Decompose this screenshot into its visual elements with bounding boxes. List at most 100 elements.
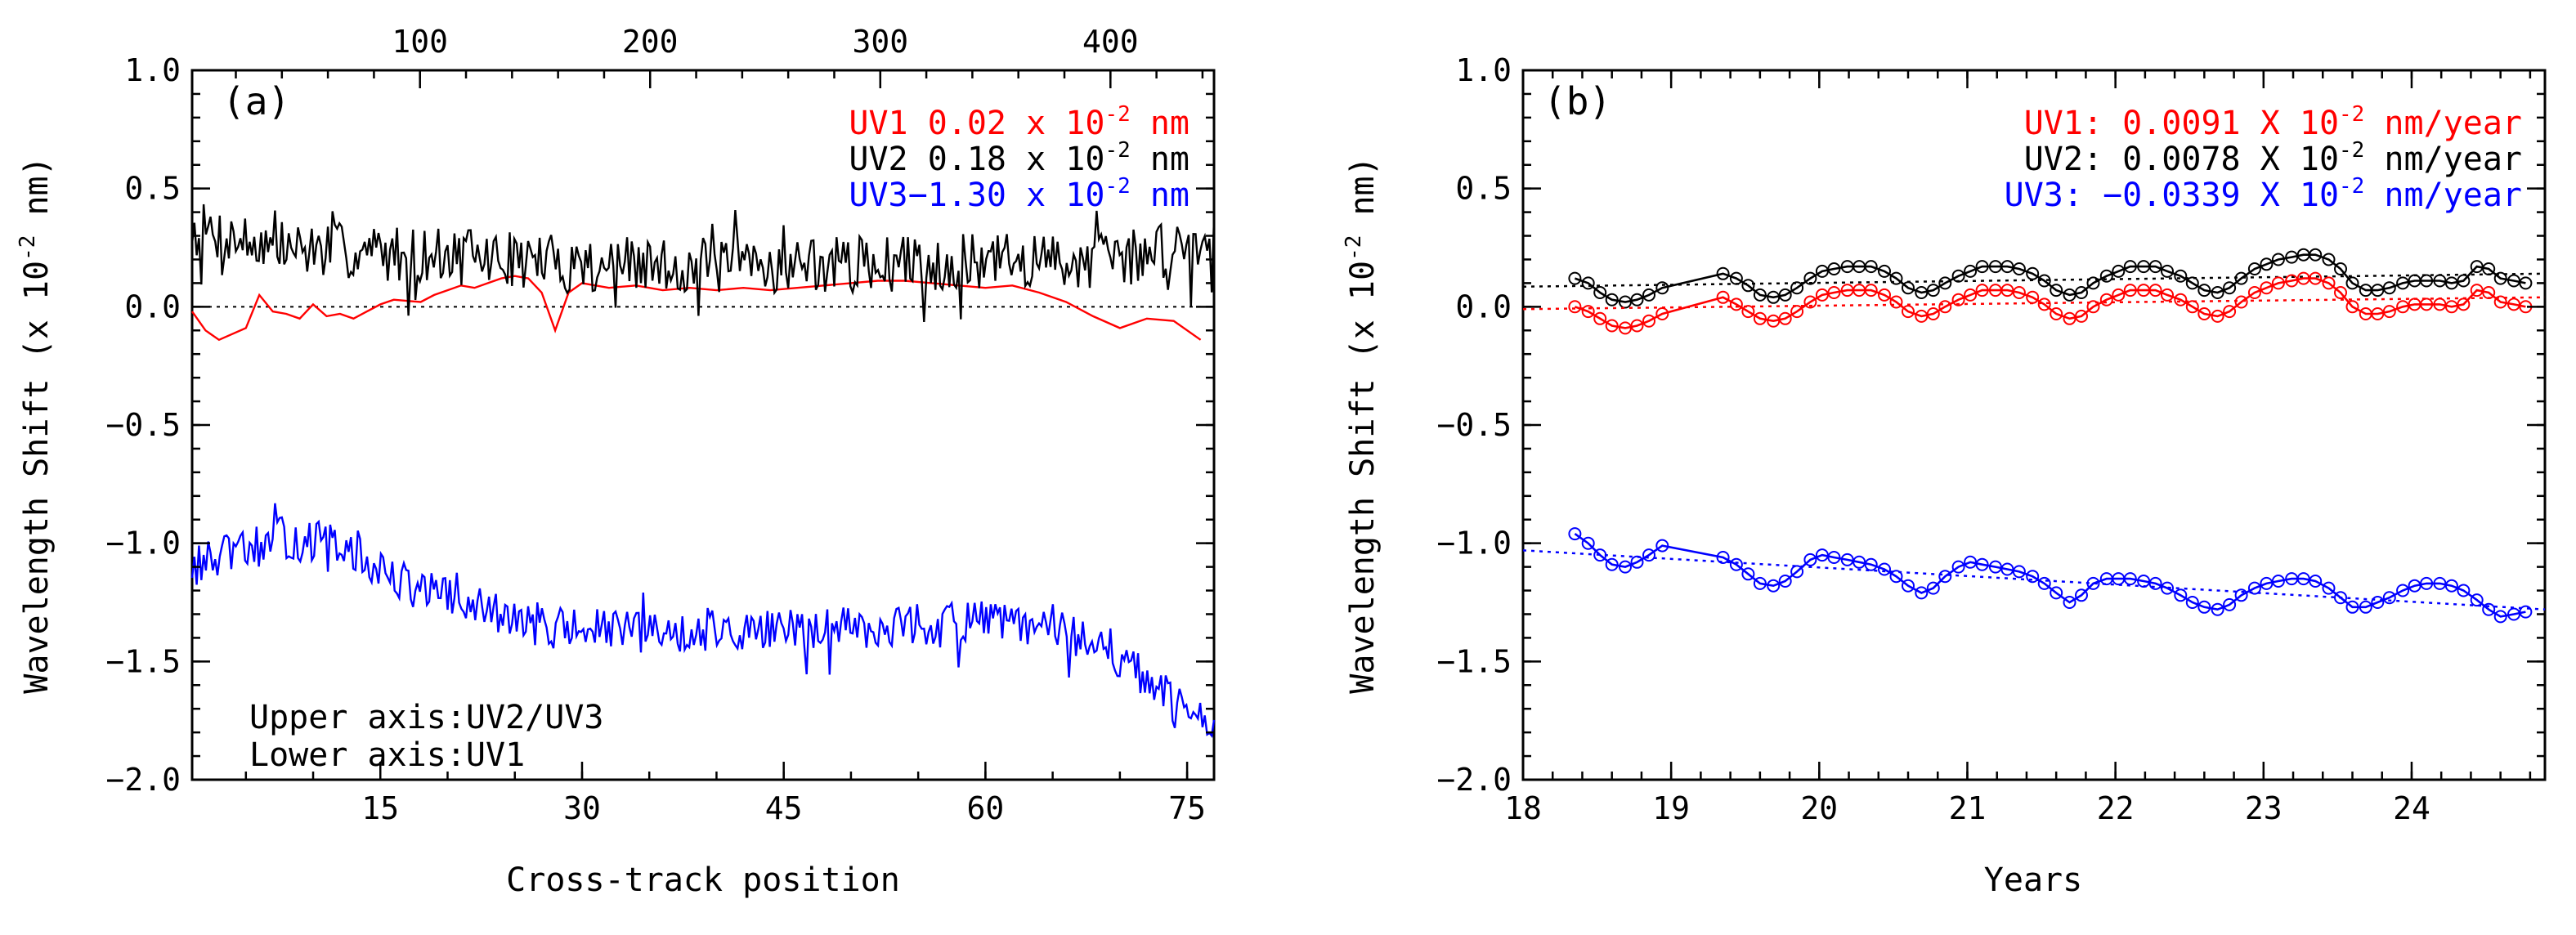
panel-b-uv3-point: [1753, 576, 1767, 590]
panel-b-uv1-point: [2012, 286, 2026, 299]
panel-b-ytick-label: 1.0: [1455, 52, 1512, 88]
panel-b-uv1-point: [2260, 281, 2274, 295]
panel-b-y-axis-title-tail: nm): [1344, 156, 1382, 235]
panel-a-xtick-top-label: 200: [622, 24, 679, 60]
panel-b-uv3-point: [1619, 560, 1632, 574]
panel-b-uv3-point: [1889, 570, 1903, 584]
panel-b-uv2-point: [2371, 284, 2385, 298]
panel-b-uv2-point: [1938, 276, 1952, 290]
panel-b-uv1-point: [1619, 321, 1632, 335]
panel-b-uv2-point: [1878, 264, 1891, 278]
panel-b-uv3-point: [1741, 567, 1755, 581]
panel-b-uv2-point: [2260, 257, 2274, 271]
panel-a-series-uv3-line: [190, 503, 1216, 739]
panel-b-uv2-point: [2174, 269, 2188, 283]
panel-a-ytick-label: −1.0: [105, 526, 181, 561]
panel-b-xtick-label: 22: [2097, 790, 2135, 826]
panel-b-trend-uv2: [1522, 272, 2546, 288]
panel-b-uv1-point: [1815, 288, 1829, 302]
panel-b-uv3-point: [2012, 565, 2026, 579]
panel-b-uv2-point: [2000, 260, 2014, 274]
panel-b-uv3-point: [2396, 584, 2410, 597]
panel-b-xtick-label: 20: [1800, 790, 1838, 826]
panel-a-ytick-label: −2.0: [105, 762, 181, 798]
panel-b-uv1-point: [2211, 309, 2224, 323]
panel-a-y-axis-title-tail: nm): [18, 156, 56, 235]
panel-b-uv3-point: [2345, 600, 2359, 614]
panel-b-trend-uv3: [1522, 549, 2546, 611]
panel-b-series-uv3-line: [1574, 533, 2526, 618]
panel-b-uv1-point: [2161, 288, 2174, 302]
panel-b-uv1-point: [1938, 300, 1952, 314]
panel-b-uv1-point: [1642, 314, 1655, 328]
panel-b-uv3-point: [1767, 579, 1781, 593]
panel-b-uv3-point: [2444, 579, 2458, 593]
panel-b-uv1-point: [1889, 295, 1903, 309]
panel-b-uv2-point: [2345, 276, 2359, 290]
panel-a-ytick-label: 1.0: [124, 52, 181, 88]
panel-b-uv3-point: [2223, 597, 2237, 611]
panel-b-uv2-point: [2223, 281, 2237, 295]
panel-b-uv1-point: [1593, 311, 1607, 325]
panel-b-uv3-point: [1951, 560, 1965, 574]
panel-b-uv1-point: [2197, 307, 2211, 320]
panel-b-uv2-point: [2123, 260, 2137, 274]
panel-b-uv3-point: [2271, 575, 2285, 588]
panel-b-uv1-point: [2099, 293, 2113, 306]
panel-b-uv2-point: [2519, 276, 2533, 290]
panel-b-uv3-point: [2037, 576, 2051, 590]
panel-b-uv2-point: [1593, 286, 1607, 299]
panel-b-uv1-point: [1790, 305, 1804, 319]
panel-b-uv3-point: [1581, 536, 1595, 550]
panel-b-uv3-point: [2408, 579, 2421, 593]
panel-b-uv3-point: [2493, 610, 2507, 624]
panel-b-uv2-point: [2037, 274, 2051, 288]
panel-b-uv2-point: [2309, 248, 2323, 262]
panel-b-uv3-point: [2260, 576, 2274, 590]
panel-b-uv3-point: [2247, 581, 2261, 595]
panel-b-data-layer: [1522, 248, 2546, 624]
panel-b-uv3-point: [1988, 560, 2002, 574]
panel-b-uv2-point: [2247, 262, 2261, 275]
panel-b-uv1-point: [2285, 274, 2299, 288]
panel-b-xtick-label: 24: [2393, 790, 2430, 826]
panel-b-uv1-point: [1902, 305, 1915, 319]
panel-a-xtick-top-label: 300: [852, 24, 908, 60]
panel-b-uv2-point: [1619, 295, 1632, 309]
panel-b-uv1-point: [1975, 284, 1989, 298]
panel-b-uv2-point: [1864, 260, 1878, 274]
panel-b-uv2-point: [1915, 286, 1929, 299]
panel-a-y-axis-title-sup: -2: [16, 235, 40, 261]
panel-a-data-layer: [190, 204, 1216, 739]
panel-a-xtick-bottom-label: 75: [1168, 790, 1206, 826]
panel-b-uv3-point: [1964, 555, 1978, 569]
panel-b-uv1-point: [1767, 314, 1781, 328]
panel-b-uv1-point: [2334, 286, 2347, 299]
panel-b-uv2-point: [1889, 271, 1903, 285]
panel-b-uv2-point: [2211, 286, 2224, 299]
panel-b-uv1-point: [2026, 290, 2040, 304]
panel-b-uv2-point: [1741, 279, 1755, 293]
panel-b-uv1-point: [2470, 284, 2484, 298]
panel-b-uv2-point: [2433, 274, 2447, 288]
panel-b-uv2-point: [1827, 262, 1841, 275]
panel-a-xtick-bottom-label: 15: [361, 790, 399, 826]
panel-b-uv2-point: [1729, 271, 1743, 285]
panel-b-xtick-label: 18: [1504, 790, 1542, 826]
panel-b-uv2-point: [2197, 284, 2211, 298]
panel-b-xtick-label: 21: [1949, 790, 1987, 826]
panel-b-uv3-point: [1926, 581, 1940, 595]
panel-b-uv2-point: [2050, 284, 2063, 298]
panel-b-uv1-point: [1630, 319, 1644, 333]
panel-b-uv1-point: [2457, 298, 2471, 311]
panel-b-uv1-point: [2371, 307, 2385, 320]
panel-b-uv2-point: [1716, 266, 1730, 280]
panel-b-uv3-point: [2482, 602, 2496, 616]
panel-b-uv3-point: [1568, 527, 1582, 541]
panel-b-ytick-label: −1.5: [1436, 643, 1512, 679]
panel-b-uv3-point: [2161, 581, 2174, 595]
panel-b-uv3-point: [2211, 602, 2224, 616]
panel-b-ticks: 1.0 0.5 0.0 −0.5 −1.0 −1.5 −2.018 19 20 21 22 23 24: [1436, 52, 2545, 826]
